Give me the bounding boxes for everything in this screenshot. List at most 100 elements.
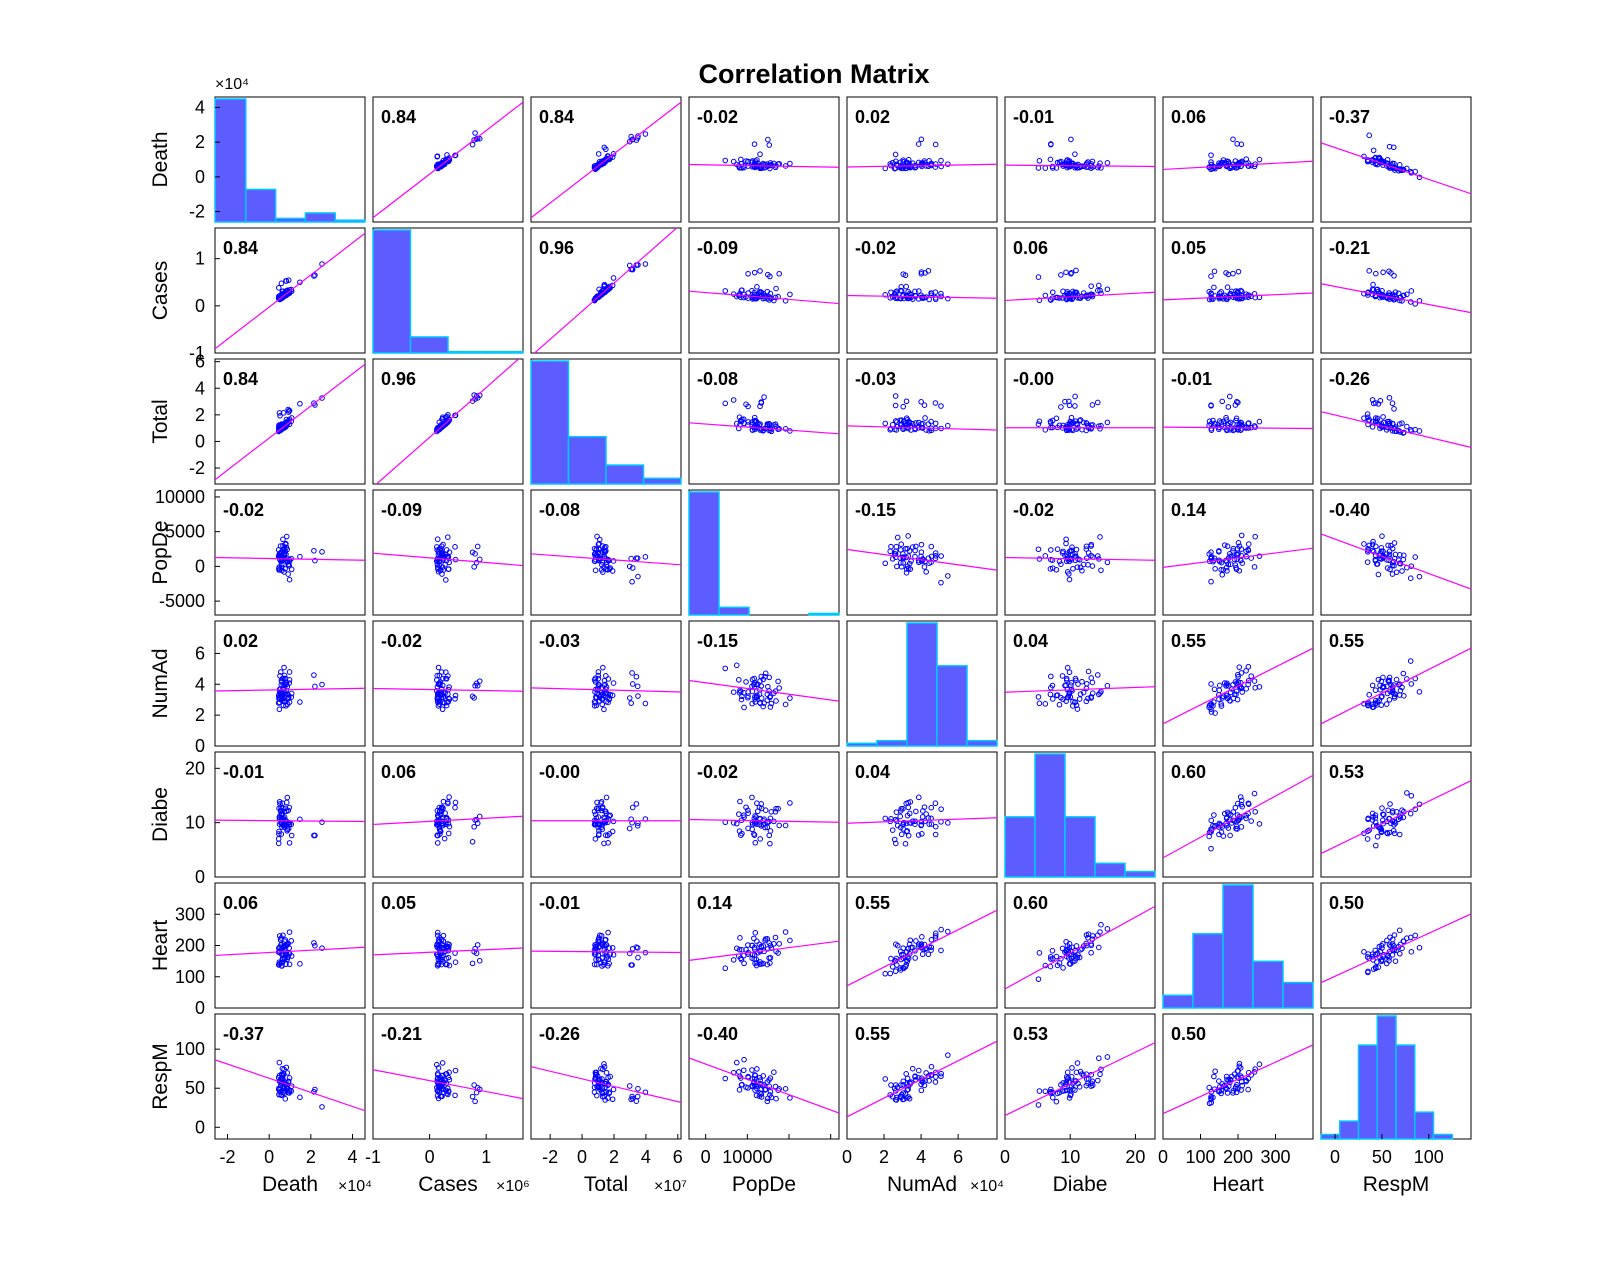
correlation-label: -0.02 [697,107,738,127]
data-point [276,798,283,805]
data-point [599,1076,605,1082]
data-point [278,959,285,966]
data-point [286,840,293,846]
correlation-label: 0.02 [855,107,890,127]
data-point [1063,1079,1069,1085]
data-point [918,541,925,548]
data-point [610,952,617,958]
data-point [591,698,598,705]
histogram-bar [1034,753,1066,878]
data-point [1238,532,1245,539]
data-point [599,826,606,833]
data-point [1088,949,1094,956]
data-point [1389,947,1396,953]
data-point [1036,556,1043,562]
data-point [767,954,774,961]
data-point [1399,807,1405,814]
y-tick-label: 20 [185,758,205,778]
data-point [446,559,452,566]
data-point [471,137,477,143]
data-point [1236,421,1243,427]
data-point [1227,290,1234,297]
y-tick-label: 0 [195,998,205,1018]
data-point [601,1089,607,1095]
data-point [1208,273,1214,280]
data-point [282,952,289,959]
x-tick-label: 0 [842,1147,852,1167]
data-point [602,549,608,555]
data-point [900,945,907,951]
data-point [1048,141,1054,148]
data-point [1396,162,1403,168]
data-point [602,1097,608,1103]
data-point [285,1078,292,1085]
data-point [1386,551,1393,558]
correlation-label: -0.08 [697,369,738,389]
data-point [912,1073,918,1079]
data-point [1386,268,1392,275]
data-point [1221,1082,1228,1089]
histogram-bar [334,219,366,223]
data-point [932,831,939,838]
data-point [1104,419,1111,426]
cell-frame [530,751,682,878]
data-point [592,836,599,842]
data-point [1364,559,1371,565]
data-point [758,399,765,405]
data-point [628,700,634,706]
data-point [782,1085,789,1092]
data-point [1094,399,1101,406]
data-point [754,959,760,966]
data-point [602,690,608,696]
x-axis-exponent: ×10⁴ [970,1178,1004,1195]
fit-line [1163,547,1313,569]
data-point [918,822,924,829]
data-point [1211,686,1218,693]
data-point [751,681,757,688]
data-point [1066,548,1073,555]
cell-RespM-NumAd: 0.55 [846,1013,998,1140]
data-point [923,569,929,575]
data-point [600,569,606,575]
data-point [909,944,916,951]
cell-Diabe-Total: -0.00 [530,751,682,878]
data-point [1230,545,1237,552]
data-point [898,417,905,423]
data-point [591,808,598,815]
correlation-label: -0.21 [1329,238,1370,258]
data-point [1212,1068,1218,1075]
data-point [1377,397,1384,404]
data-point [1059,673,1066,679]
data-point [1068,955,1075,962]
data-point [752,158,759,164]
data-point [900,1090,907,1096]
data-point [738,696,745,703]
fit-line [1163,647,1313,725]
data-point [918,1087,925,1094]
data-point [297,816,303,823]
data-point [1068,414,1075,421]
y-tick-label: 4 [195,378,205,398]
data-point [606,695,613,702]
data-point [1230,1090,1236,1096]
data-point [1208,681,1214,687]
data-point [1080,943,1087,949]
data-point [1384,937,1390,944]
fit-line [1321,533,1471,590]
data-point [915,943,922,949]
data-point [735,811,742,817]
data-point [1389,545,1396,552]
y-tick-label: 2 [195,405,205,425]
data-point [1386,957,1392,964]
correlation-label: -0.01 [1013,107,1054,127]
data-point [736,1087,743,1093]
data-point [596,691,602,698]
data-point [1391,406,1397,412]
data-point [900,403,907,410]
cell-frame [1162,1013,1314,1140]
fit-line [689,163,839,168]
cell-Diabe-RespM: 0.53 [1320,751,1472,878]
data-point [752,1072,759,1079]
cell-Total-NumAd: -0.03 [846,358,998,485]
data-point [1375,571,1382,578]
